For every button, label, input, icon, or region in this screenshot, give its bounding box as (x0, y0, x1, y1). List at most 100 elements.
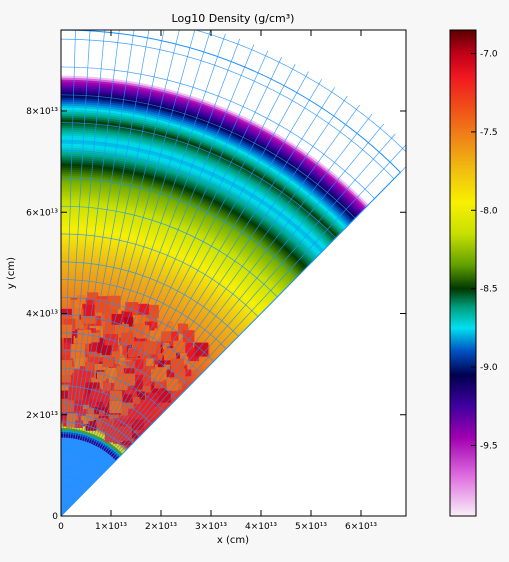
dense-clump (80, 366, 91, 378)
dense-clump (82, 404, 90, 412)
dense-clump (127, 347, 138, 358)
mesh-spoke (73, 30, 165, 457)
dense-clump (98, 410, 105, 417)
mesh-spoke (90, 71, 309, 464)
y-tick-label: 0 (52, 512, 58, 522)
mesh-arc (61, 485, 83, 495)
mesh-arc (61, 476, 89, 489)
dense-clump (136, 313, 149, 326)
plot-area (61, 30, 406, 516)
dense-clump (166, 369, 175, 378)
dense-clump (142, 385, 154, 397)
mesh-spoke (62, 30, 76, 456)
y-tick-label: 2×10¹³ (26, 411, 58, 421)
dense-clump (133, 419, 144, 431)
mesh-spoke (85, 50, 269, 461)
dense-clump (63, 318, 76, 331)
dense-clump (102, 382, 111, 391)
dense-clump (111, 314, 123, 325)
dense-clump (132, 379, 143, 390)
dense-clump (138, 303, 150, 315)
dense-clump (124, 317, 134, 327)
mesh-spoke (83, 44, 255, 461)
x-tick-label: 6×10¹³ (345, 522, 377, 532)
mesh-spoke (75, 30, 180, 458)
dense-clump (90, 388, 102, 400)
mesh-spoke (97, 114, 373, 469)
mesh-spoke (66, 30, 105, 456)
colorbar-frame (449, 29, 477, 517)
mesh-boundary (61, 30, 402, 516)
dense-clump (182, 330, 195, 343)
dense-clump (151, 385, 159, 393)
dense-clump (61, 367, 71, 383)
colorbar: -7.0 -7.5 -8.0 -8.5 -9.0 -9.5 (449, 29, 498, 517)
mesh-spoke (69, 30, 135, 456)
y-axis-label: y (cm) (6, 257, 17, 289)
dense-clump (84, 361, 94, 371)
colorbar-tick-label: -9.0 (480, 363, 498, 373)
dense-clump (141, 399, 156, 414)
x-tick-label: 3×10¹³ (195, 522, 227, 532)
dense-clump (170, 358, 184, 373)
y-axis: 0 2×10¹³ 4×10¹³ 6×10¹³ 8×10¹³ (26, 107, 406, 522)
x-tick-label: 5×10¹³ (295, 522, 327, 532)
dense-clump (101, 419, 113, 431)
x-tick-label: 4×10¹³ (245, 522, 277, 532)
y-tick-label: 6×10¹³ (26, 208, 58, 218)
dense-clump (133, 359, 144, 370)
mesh-spoke (67, 30, 120, 456)
mesh-spoke (101, 144, 406, 473)
dense-clump (145, 304, 159, 319)
chart-title: Log10 Density (g/cm³) (172, 12, 295, 25)
dense-clump (90, 332, 100, 343)
dense-clump (166, 321, 173, 328)
colorbar-tick-label: -8.0 (480, 206, 498, 216)
dense-clump (125, 388, 132, 395)
dense-clump (104, 333, 119, 348)
colorbar-tick-label: -7.0 (480, 50, 498, 60)
y-tick-label: 4×10¹³ (26, 310, 58, 320)
colorbar-tick-label: -9.5 (480, 441, 498, 451)
mesh-spoke (99, 123, 384, 470)
dense-clump (188, 350, 199, 362)
mesh-spoke (71, 30, 150, 457)
dense-clump (143, 341, 157, 355)
dense-clump (148, 350, 158, 360)
dense-clump (107, 295, 121, 310)
dense-clump (109, 400, 122, 414)
dense-clump (173, 340, 186, 353)
dense-clump (85, 420, 97, 431)
dense-clump (112, 345, 119, 352)
dense-clump (77, 295, 86, 304)
dense-clump (123, 393, 133, 404)
dense-clump (176, 352, 187, 364)
colorbar-ticks: -7.0 -7.5 -8.0 -8.5 -9.0 -9.5 (471, 50, 498, 451)
dense-clump (73, 335, 82, 344)
dense-clump (123, 373, 136, 386)
mesh-spoke (81, 38, 241, 460)
dense-clump (157, 360, 165, 368)
dense-clump (75, 420, 83, 428)
dense-clump (146, 358, 154, 366)
dense-clump (70, 327, 79, 336)
dense-clump (150, 330, 161, 342)
mesh-arc (61, 467, 96, 482)
dense-clump (122, 311, 133, 322)
dense-clump (151, 322, 158, 329)
dense-clump (149, 315, 158, 324)
dense-clump (100, 313, 107, 321)
dense-clump (87, 408, 95, 415)
mesh-spoke (88, 63, 296, 463)
dense-clump (178, 323, 189, 334)
mesh-arc (61, 457, 102, 476)
dense-clump (94, 417, 107, 430)
dense-clump (162, 342, 170, 350)
mesh-spoke (91, 79, 323, 465)
dense-clump (136, 391, 145, 400)
mesh-spoke (64, 30, 91, 456)
mesh-spoke (80, 33, 226, 459)
mesh-spoke (94, 95, 348, 467)
y-tick-label: 8×10¹³ (26, 107, 58, 117)
dense-clump (97, 401, 104, 409)
